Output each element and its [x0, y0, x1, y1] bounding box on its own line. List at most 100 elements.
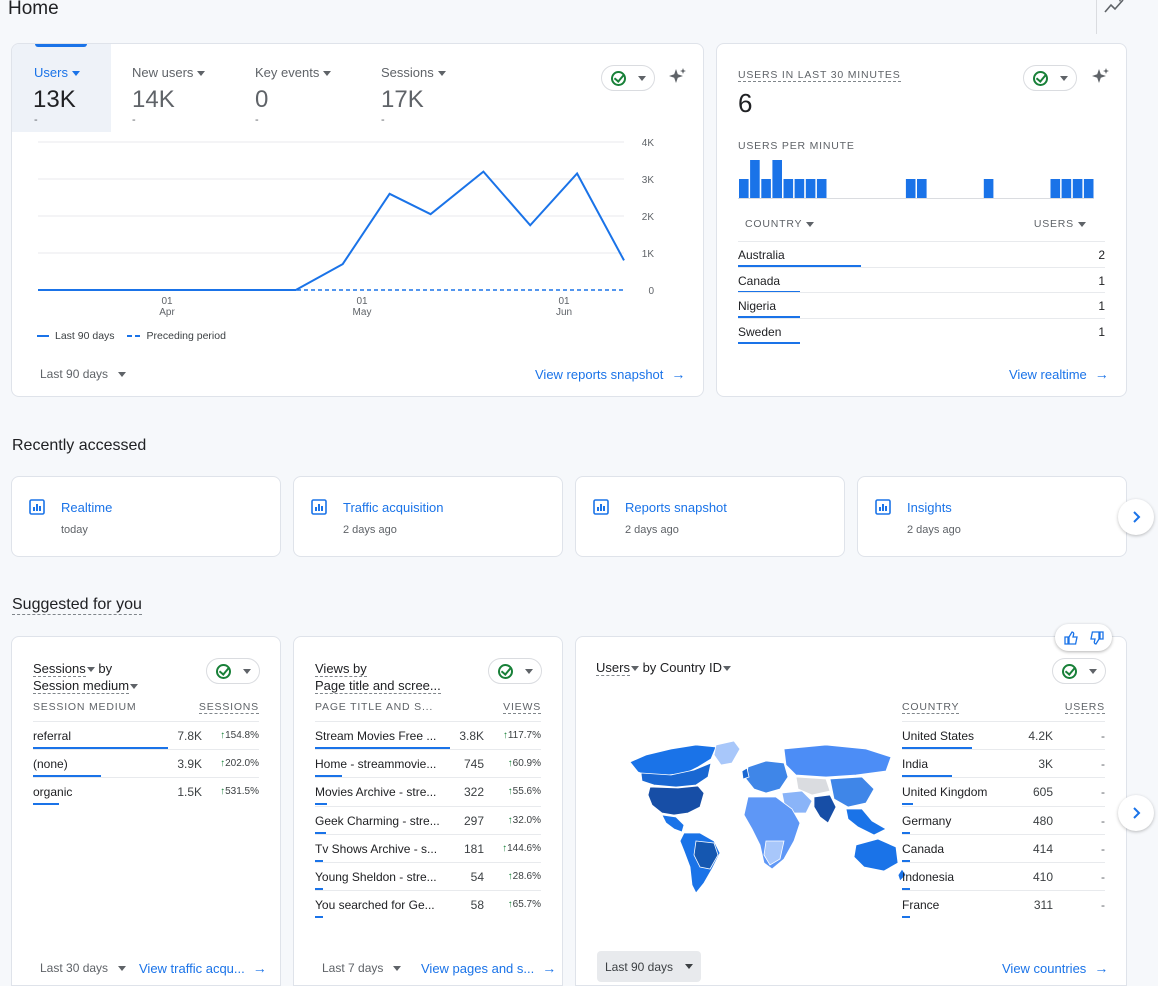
- user-count: 1: [1098, 324, 1105, 339]
- share-bar: [33, 775, 101, 778]
- card-title-dimension[interactable]: Page title and scree...: [315, 678, 441, 694]
- table-row[interactable]: referral 7.8K ↑154.8%: [33, 721, 259, 749]
- table-row[interactable]: France 311 -: [902, 890, 1105, 919]
- data-quality-button[interactable]: [1052, 658, 1106, 684]
- view-traffic-acquisition-link[interactable]: View traffic acqu... →: [139, 960, 267, 976]
- map-region-canada: [640, 762, 712, 788]
- data-quality-button[interactable]: [601, 65, 655, 91]
- table-row[interactable]: United States 4.2K -: [902, 721, 1105, 749]
- change-value: 60.9%: [512, 758, 541, 770]
- view-realtime-link[interactable]: View realtime →: [1009, 366, 1109, 382]
- country-name: Canada: [738, 273, 781, 288]
- date-range-selector[interactable]: Last 90 days: [597, 951, 701, 982]
- arrow-up-icon: ↑: [502, 730, 508, 741]
- table-row[interactable]: Tv Shows Archive - s... 181 ↑144.6%: [315, 834, 541, 862]
- table-row[interactable]: Canada 414 -: [902, 834, 1105, 862]
- users-column-header[interactable]: USERS: [1034, 218, 1086, 230]
- table-row[interactable]: Indonesia 410 -: [902, 862, 1105, 890]
- report-icon: [593, 499, 609, 520]
- sparkle-icon[interactable]: [1091, 67, 1111, 92]
- recent-item-card[interactable]: Reports snapshot 2 days ago: [575, 476, 845, 557]
- table-row[interactable]: Canada 1: [738, 267, 1105, 293]
- row-change: ↑202.0%: [220, 758, 259, 769]
- table-row[interactable]: Sweden 1: [738, 318, 1105, 344]
- map-region-europe: [745, 760, 789, 794]
- data-quality-button[interactable]: [488, 658, 542, 684]
- recent-item-label: Reports snapshot: [625, 500, 727, 515]
- table-row[interactable]: Australia 2: [738, 241, 1105, 267]
- map-region-greenland: [713, 740, 741, 766]
- next-button[interactable]: [1118, 499, 1154, 535]
- row-divider: [315, 833, 541, 835]
- row-comparison: -: [1101, 813, 1105, 828]
- card-title-metric[interactable]: Users: [596, 660, 630, 676]
- row-divider: [902, 721, 1105, 722]
- table-row[interactable]: Nigeria 1: [738, 292, 1105, 318]
- metric-tab-indicator: [35, 44, 87, 47]
- row-change: ↑117.7%: [503, 730, 541, 741]
- column-header[interactable]: SESSIONS: [198, 701, 259, 714]
- date-range-selector[interactable]: Last 90 days: [40, 367, 127, 381]
- metric-tab-sessions[interactable]: Sessions 17K -: [381, 44, 481, 132]
- table-row[interactable]: Movies Archive - stre... 322 ↑55.6%: [315, 777, 541, 806]
- thumbs-down-icon[interactable]: [1089, 630, 1105, 646]
- table-row[interactable]: Germany 480 -: [902, 806, 1105, 834]
- table-row[interactable]: organic 1.5K ↑531.5%: [33, 777, 259, 806]
- view-pages-link[interactable]: View pages and s... →: [421, 960, 556, 976]
- map-region-usa: [647, 785, 705, 816]
- share-bar: [33, 803, 59, 806]
- realtime-card: USERS IN LAST 30 MINUTES 6 USERS PER MIN…: [716, 43, 1127, 397]
- row-divider: [33, 721, 259, 722]
- chevron-down-icon: [71, 71, 80, 77]
- table-row[interactable]: (none) 3.9K ↑202.0%: [33, 749, 259, 778]
- check-circle-icon: [610, 70, 626, 86]
- table-row[interactable]: Home - streammovie... 745 ↑60.9%: [315, 749, 541, 778]
- table-row[interactable]: Stream Movies Free ... 3.8K ↑117.7%: [315, 721, 541, 749]
- share-bar: [738, 290, 800, 293]
- sparkle-icon[interactable]: [668, 67, 688, 92]
- column-header[interactable]: USERS: [1064, 701, 1105, 714]
- change-value: 154.8%: [225, 730, 259, 741]
- table-row[interactable]: Young Sheldon - stre... 54 ↑28.6%: [315, 862, 541, 890]
- metric-tab-new-users[interactable]: New users 14K -: [132, 44, 232, 132]
- row-divider: [902, 749, 1105, 751]
- x-tick-day: 01: [558, 296, 570, 307]
- recent-item-card[interactable]: Insights 2 days ago: [857, 476, 1127, 557]
- chevron-down-icon: [86, 667, 95, 673]
- column-header[interactable]: VIEWS: [503, 701, 541, 714]
- realtime-title: USERS IN LAST 30 MINUTES: [738, 69, 901, 82]
- date-range-selector[interactable]: Last 7 days: [322, 961, 402, 975]
- row-value: 181: [463, 841, 484, 856]
- date-range-label: Last 30 days: [40, 961, 109, 975]
- table-row[interactable]: Geek Charming - stre... 297 ↑32.0%: [315, 806, 541, 834]
- row-divider: [33, 749, 259, 751]
- thumbs-up-icon[interactable]: [1063, 630, 1079, 646]
- table-row[interactable]: India 3K -: [902, 749, 1105, 778]
- data-quality-button[interactable]: [206, 658, 260, 684]
- metric-tab-key-events[interactable]: Key events 0 -: [255, 44, 355, 132]
- insights-icon[interactable]: [1104, 0, 1126, 14]
- table-row[interactable]: United Kingdom 605 -: [902, 777, 1105, 806]
- card-title-dimension[interactable]: Session medium: [33, 678, 130, 694]
- row-label: Movies Archive - stre...: [315, 785, 437, 800]
- metric-tab-users[interactable]: Users 13K -: [12, 44, 111, 132]
- card-title-metric[interactable]: Views by: [315, 661, 367, 677]
- country-column-header[interactable]: COUNTRY: [745, 218, 815, 230]
- data-quality-button[interactable]: [1023, 65, 1077, 91]
- recent-item-card[interactable]: Traffic acquisition 2 days ago: [293, 476, 563, 557]
- next-suggestion-button[interactable]: [1118, 795, 1154, 831]
- view-reports-snapshot-link[interactable]: View reports snapshot →: [535, 366, 685, 382]
- minute-bar: [1050, 179, 1061, 198]
- share-bar: [315, 803, 327, 806]
- map-region-africa-south: [763, 840, 785, 866]
- minute-bar: [783, 179, 794, 198]
- view-countries-link[interactable]: View countries →: [1002, 960, 1108, 976]
- recent-item-card[interactable]: Realtime today: [11, 476, 281, 557]
- date-range-selector[interactable]: Last 30 days: [40, 961, 127, 975]
- arrow-up-icon: ↑: [220, 730, 226, 741]
- share-bar: [315, 859, 323, 862]
- card-title-metric[interactable]: Sessions: [33, 661, 86, 677]
- change-value: 531.5%: [225, 786, 259, 798]
- table-row[interactable]: You searched for Ge... 58 ↑65.7%: [315, 890, 541, 919]
